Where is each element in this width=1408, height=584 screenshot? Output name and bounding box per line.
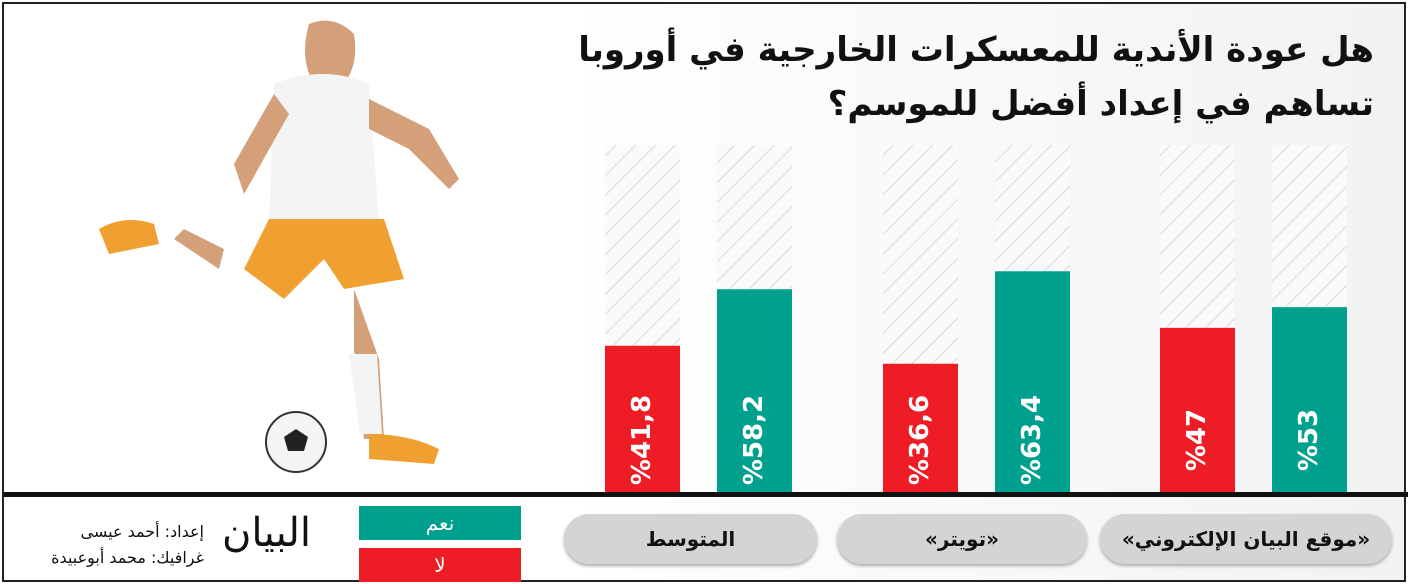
data-label: %63,4: [1017, 395, 1047, 485]
category-label: «موقع البيان الإلكتروني»: [1100, 514, 1392, 564]
credit-prepared: إعداد: أحمد عيسى: [80, 522, 205, 541]
bar-yes: [1272, 307, 1347, 492]
chart-title-line-1: هل عودة الأندية للمعسكرات الخارجية في أو…: [578, 30, 1374, 70]
category-label: «تويتر»: [837, 514, 1087, 564]
credit-graphics: غرافيك: محمد أبوعبيدة: [51, 548, 204, 567]
bar-yes: [995, 271, 1070, 492]
category-label: المتوسط: [564, 514, 817, 564]
data-label: %41,8: [627, 395, 657, 485]
albayan-logo: البيان: [222, 510, 312, 556]
chart-baseline: [4, 492, 1408, 497]
bar-no: [883, 363, 958, 492]
bar-yes: [717, 289, 792, 492]
bar-no: [605, 345, 680, 492]
chart-title-line-2: تساهم في إعداد أفضل للموسم؟: [827, 84, 1374, 124]
football-player-illustration: [99, 20, 459, 473]
data-label: %47: [1182, 409, 1212, 471]
data-label: %58,2: [739, 395, 769, 485]
legend-no: لا: [359, 548, 521, 582]
bar-chart: %53 %47 %63,4 %36,6 %58,2 %41,8: [605, 145, 1347, 492]
bar-no: [1160, 327, 1235, 492]
data-label: %36,6: [905, 395, 935, 485]
data-label: %53: [1294, 409, 1324, 471]
credits: إعداد: أحمد عيسى غرافيك: محمد أبوعبيدة: [24, 519, 204, 571]
legend-yes: نعم: [359, 506, 521, 540]
